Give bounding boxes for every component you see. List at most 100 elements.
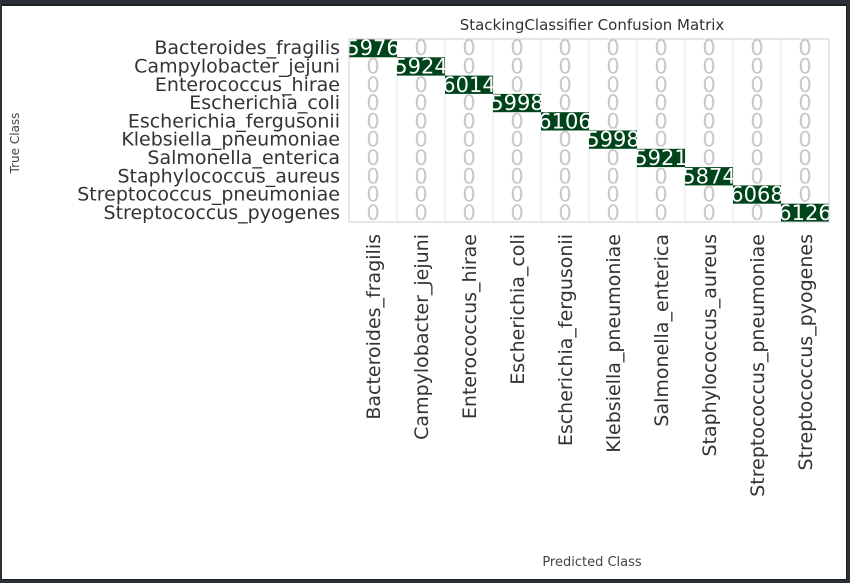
x-tick-label: Salmonella_enterica xyxy=(651,234,673,427)
cell-value: 0 xyxy=(558,183,571,207)
cell-escherichia-coli-escherichia-coli xyxy=(493,93,541,113)
cell-value: 0 xyxy=(558,36,571,60)
cell-value: 0 xyxy=(654,91,667,115)
cell-value: 0 xyxy=(798,146,811,170)
y-tick-label: Klebsiella_pneumoniae xyxy=(121,129,340,151)
cell-streptococcus-pyogenes-streptococcus-pyogenes xyxy=(781,203,829,222)
cell-value: 0 xyxy=(414,183,427,207)
y-tick-label: Enterococcus_hirae xyxy=(155,74,340,96)
cell-value: 0 xyxy=(462,36,475,60)
cell-value: 5924 xyxy=(394,54,447,78)
y-tick-label: Salmonella_enterica xyxy=(147,147,340,169)
x-axis-label: Predicted Class xyxy=(542,555,642,570)
cell-value: 0 xyxy=(414,164,427,188)
cell-value: 0 xyxy=(798,36,811,60)
y-tick-label: Bacteroides_fragilis xyxy=(154,37,340,59)
cell-value: 0 xyxy=(654,183,667,207)
cell-value: 0 xyxy=(654,36,667,60)
y-tick-label: Escherichia_fergusonii xyxy=(128,110,340,132)
cell-value: 0 xyxy=(606,146,619,170)
cell-value: 0 xyxy=(462,128,475,152)
chart-title: StackingClassifier Confusion Matrix xyxy=(460,16,725,34)
cell-value: 0 xyxy=(702,91,715,115)
cell-value: 0 xyxy=(510,183,523,207)
cell-value: 0 xyxy=(558,73,571,97)
cell-value: 0 xyxy=(702,146,715,170)
cell-value: 0 xyxy=(654,73,667,97)
x-tick-label: Campylobacter_jejuni xyxy=(411,234,433,440)
cell-value: 0 xyxy=(606,109,619,133)
cell-value: 0 xyxy=(750,164,763,188)
x-tick-label: Streptococcus_pneumoniae xyxy=(747,234,769,497)
cell-value: 0 xyxy=(606,54,619,78)
cell-value: 0 xyxy=(798,73,811,97)
cell-value: 0 xyxy=(654,109,667,133)
cell-value: 0 xyxy=(414,36,427,60)
y-tick-label: Streptococcus_pneumoniae xyxy=(77,184,340,206)
cell-value: 0 xyxy=(606,73,619,97)
cell-value: 6068 xyxy=(730,183,783,207)
cell-value: 6014 xyxy=(442,73,495,97)
y-tick-label: Streptococcus_pyogenes xyxy=(104,202,340,224)
cell-value: 0 xyxy=(462,164,475,188)
cell-value: 5998 xyxy=(586,128,639,152)
cell-value: 0 xyxy=(510,201,523,225)
cell-value: 0 xyxy=(750,54,763,78)
x-tick-label: Bacteroides_fragilis xyxy=(363,234,385,420)
cell-value: 6126 xyxy=(778,201,831,225)
cell-value: 0 xyxy=(702,109,715,133)
cell-value: 0 xyxy=(750,91,763,115)
cell-value: 0 xyxy=(366,146,379,170)
cell-value: 0 xyxy=(510,36,523,60)
cell-value: 0 xyxy=(414,91,427,115)
plot-border xyxy=(348,38,830,223)
cell-value: 0 xyxy=(606,36,619,60)
cell-value: 0 xyxy=(414,201,427,225)
cell-streptococcus-pneumoniae-streptococcus-pneumoniae xyxy=(733,185,781,204)
cell-value: 0 xyxy=(414,73,427,97)
cell-value: 0 xyxy=(702,128,715,152)
cell-escherichia-fergusonii-escherichia-fergusonii xyxy=(541,112,589,131)
cell-value: 0 xyxy=(558,91,571,115)
plot-canvas: StackingClassifier Confusion Matrix True… xyxy=(2,6,846,579)
cell-value: 0 xyxy=(558,146,571,170)
cell-value: 0 xyxy=(750,201,763,225)
cell-value: 0 xyxy=(798,183,811,207)
cell-value: 0 xyxy=(558,54,571,78)
y-tick-label: Escherichia_coli xyxy=(189,92,340,114)
cell-value: 0 xyxy=(462,91,475,115)
x-tick-label: Streptococcus_pyogenes xyxy=(795,234,817,470)
cell-value: 0 xyxy=(654,128,667,152)
cell-value: 0 xyxy=(510,54,523,78)
cell-value: 0 xyxy=(510,128,523,152)
cell-bacteroides-fragilis-bacteroides-fragilis xyxy=(349,39,397,58)
cell-enterococcus-hirae-enterococcus-hirae xyxy=(445,75,493,94)
cell-value: 0 xyxy=(414,109,427,133)
cell-value: 0 xyxy=(606,201,619,225)
cell-value: 0 xyxy=(798,91,811,115)
cell-value: 0 xyxy=(462,54,475,78)
cell-value: 0 xyxy=(750,73,763,97)
cell-value: 0 xyxy=(366,73,379,97)
x-tick-label: Escherichia_fergusonii xyxy=(555,234,577,446)
cell-value: 0 xyxy=(366,201,379,225)
cell-value: 0 xyxy=(366,183,379,207)
cell-value: 0 xyxy=(654,164,667,188)
cell-value: 0 xyxy=(510,109,523,133)
cell-value: 0 xyxy=(510,164,523,188)
cell-value: 0 xyxy=(702,73,715,97)
cell-value: 0 xyxy=(558,201,571,225)
cell-value: 5921 xyxy=(634,146,687,170)
cell-value: 0 xyxy=(702,183,715,207)
cell-value: 0 xyxy=(606,183,619,207)
cell-value: 0 xyxy=(366,128,379,152)
cell-value: 0 xyxy=(558,164,571,188)
cell-value: 0 xyxy=(750,146,763,170)
cell-salmonella-enterica-salmonella-enterica xyxy=(637,148,685,168)
cell-value: 0 xyxy=(366,109,379,133)
cell-value: 0 xyxy=(798,128,811,152)
cell-value: 0 xyxy=(702,54,715,78)
cell-value: 0 xyxy=(702,36,715,60)
x-tick-label: Klebsiella_pneumoniae xyxy=(603,234,625,453)
